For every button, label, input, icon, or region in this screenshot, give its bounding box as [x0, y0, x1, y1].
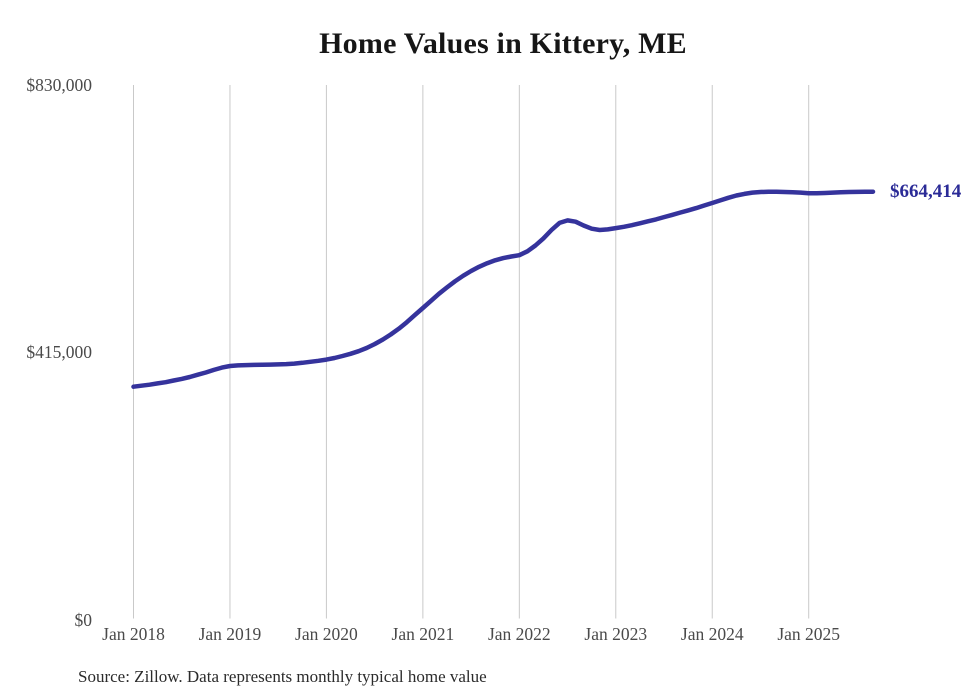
x-axis-label: Jan 2023	[584, 624, 648, 644]
x-axis-label: Jan 2021	[391, 624, 455, 644]
x-axis-label: Jan 2018	[102, 624, 165, 644]
y-axis-label: $830,000	[26, 74, 92, 95]
end-value-label: $664,414	[890, 180, 962, 202]
y-axis-label: $0	[74, 609, 93, 630]
x-axis-label: Jan 2019	[198, 624, 262, 644]
home-value-line	[131, 189, 876, 389]
x-axis-label: Jan 2020	[295, 624, 358, 644]
x-axis-label: Jan 2025	[777, 624, 841, 644]
x-axis-label: Jan 2022	[487, 624, 551, 644]
x-axis-label: Jan 2024	[680, 624, 744, 644]
source-note: Source: Zillow. Data represents monthly …	[78, 667, 487, 686]
y-axis-label: $415,000	[26, 342, 92, 362]
chart-title: Home Values in Kittery, ME	[319, 27, 687, 60]
